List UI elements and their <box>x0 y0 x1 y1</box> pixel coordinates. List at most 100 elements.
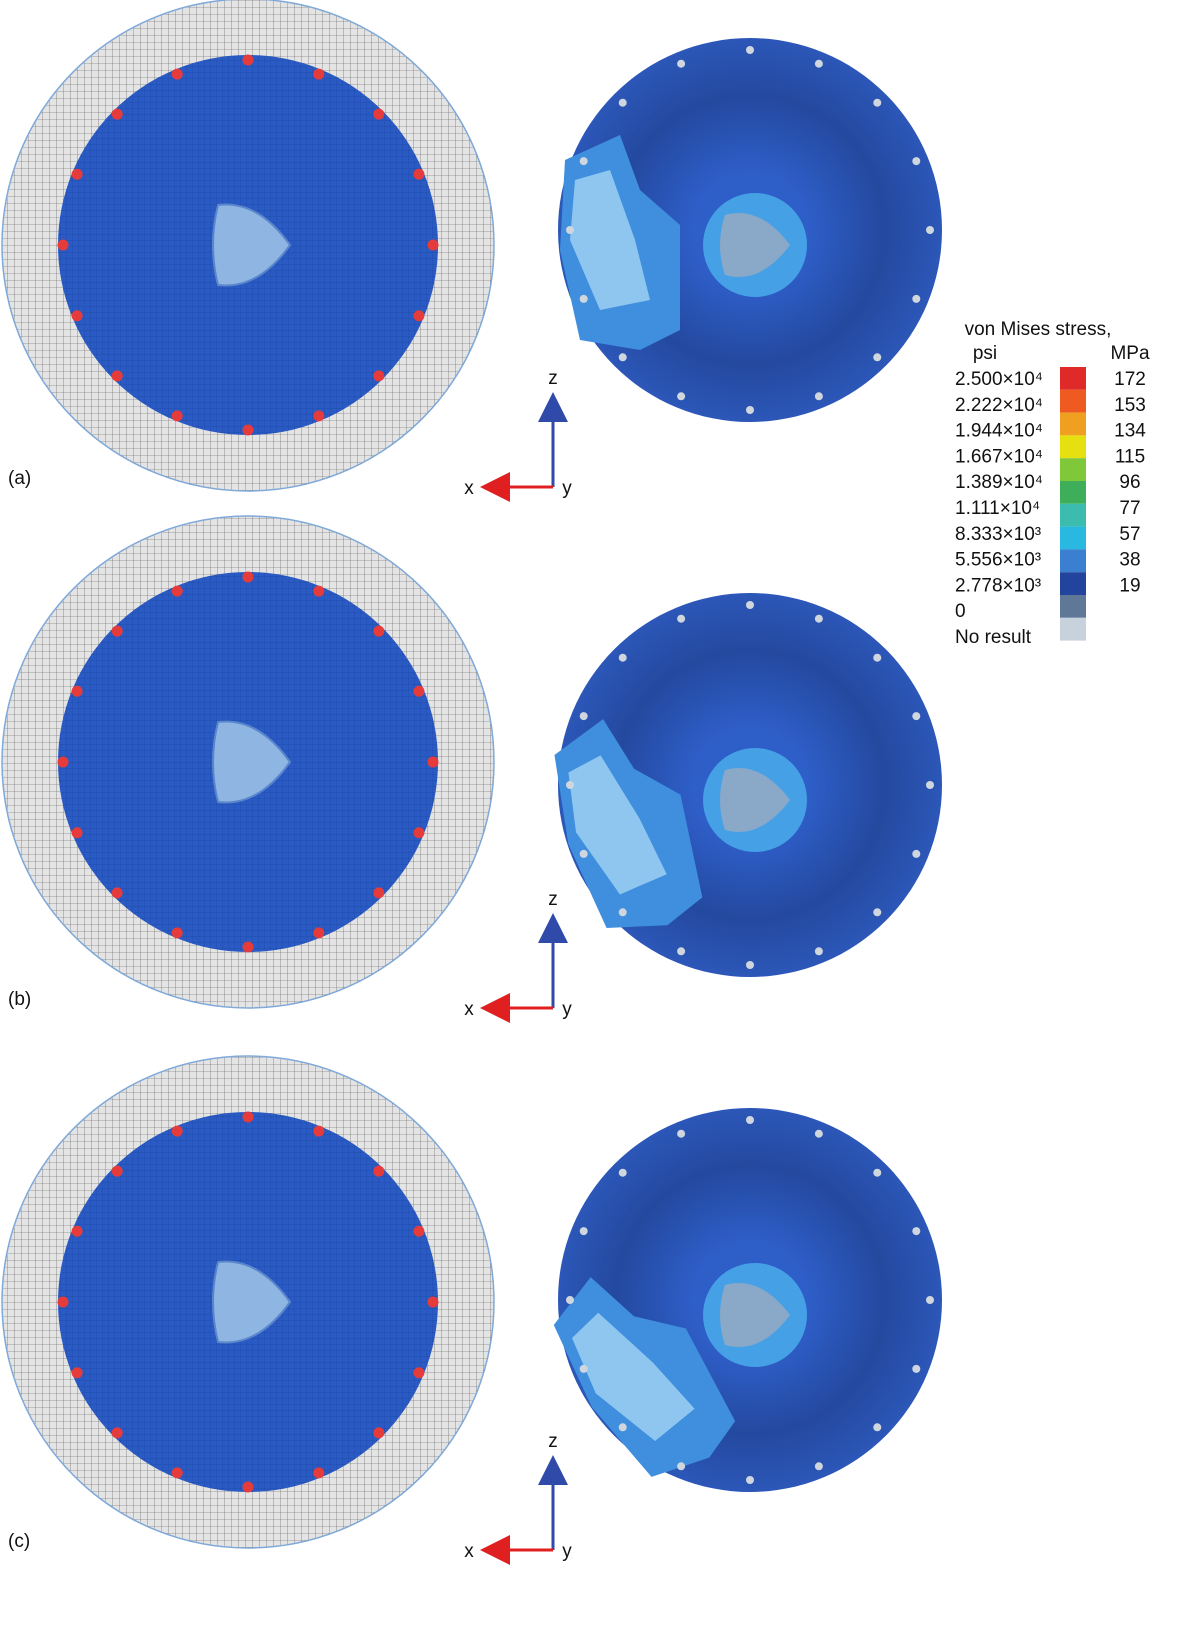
bolt-hole <box>746 1476 754 1484</box>
bolt <box>243 425 254 436</box>
bolt <box>428 757 439 768</box>
bolt <box>72 1367 83 1378</box>
bolt <box>373 626 384 637</box>
bolt <box>413 1226 424 1237</box>
color-bar-segment <box>1060 413 1086 436</box>
bolt-hole <box>580 712 588 720</box>
legend-psi: 1.667×10⁴ <box>955 446 1043 467</box>
color-bar-segment <box>1060 458 1086 481</box>
bolt-hole <box>677 947 685 955</box>
bolt-hole <box>746 46 754 54</box>
color-bar-segment <box>1060 390 1086 413</box>
legend-mpa: 77 <box>1119 498 1140 519</box>
legend-mpa: 153 <box>1114 395 1146 416</box>
axis-label: z <box>548 889 558 910</box>
color-bar-segment <box>1060 481 1086 504</box>
bolt <box>112 370 123 381</box>
bolt-hole <box>580 1227 588 1235</box>
bolt <box>172 69 183 80</box>
legend-psi: 8.333×10³ <box>955 524 1041 545</box>
legend-psi: 0 <box>955 601 966 622</box>
bolt-hole <box>619 908 627 916</box>
bolt <box>243 572 254 583</box>
legend-mpa: 38 <box>1119 550 1140 571</box>
color-bar-segment <box>1060 527 1086 550</box>
bolt-hole <box>746 1116 754 1124</box>
bolt <box>428 240 439 251</box>
bolt <box>313 410 324 421</box>
bolt <box>172 1126 183 1137</box>
bolt-hole <box>926 781 934 789</box>
bolt <box>112 1166 123 1177</box>
bolt <box>313 1126 324 1137</box>
legend-mpa: 115 <box>1115 446 1145 467</box>
bolt <box>112 887 123 898</box>
bolt-hole <box>580 295 588 303</box>
bolt-hole <box>815 392 823 400</box>
bolt-hole <box>912 295 920 303</box>
bolt <box>243 1112 254 1123</box>
bolt <box>243 55 254 66</box>
bolt-hole <box>580 1365 588 1373</box>
bolt <box>172 586 183 597</box>
bolt <box>373 887 384 898</box>
bolt <box>313 586 324 597</box>
bolt-hole <box>619 654 627 662</box>
legend-psi: 1.111×10⁴ <box>955 498 1040 519</box>
bolt <box>413 686 424 697</box>
panel-label: (c) <box>8 1531 30 1552</box>
legend-psi: 2.500×10⁴ <box>955 369 1043 390</box>
bolt <box>112 1427 123 1438</box>
bolt <box>413 827 424 838</box>
bolt <box>243 942 254 953</box>
color-bar-segment <box>1060 572 1086 595</box>
bolt-hole <box>926 226 934 234</box>
legend-title: von Mises stress, <box>965 319 1112 340</box>
legend-mpa: 96 <box>1119 472 1140 493</box>
bolt <box>313 927 324 938</box>
bolt <box>112 626 123 637</box>
bolt-hole <box>815 60 823 68</box>
legend-psi: 2.778×10³ <box>955 575 1041 596</box>
bolt <box>313 69 324 80</box>
axis-label: y <box>562 1541 572 1562</box>
axis-label: x <box>464 478 474 499</box>
bolt <box>72 686 83 697</box>
bolt-hole <box>873 654 881 662</box>
bolt <box>72 827 83 838</box>
bolt-hole <box>873 908 881 916</box>
bolt <box>428 1297 439 1308</box>
bolt <box>373 1427 384 1438</box>
bolt <box>72 169 83 180</box>
bolt <box>413 169 424 180</box>
legend-psi: 5.556×10³ <box>955 550 1041 571</box>
color-bar-segment <box>1060 435 1086 458</box>
figure: zxy(a)zxy(b)zxy(c)von Mises stress,psiMP… <box>0 0 1196 1636</box>
bolt-hole <box>926 1296 934 1304</box>
bolt <box>313 1467 324 1478</box>
axis-label: y <box>562 999 572 1020</box>
legend-psi: 1.944×10⁴ <box>955 421 1043 442</box>
bolt-hole <box>746 601 754 609</box>
bolt <box>243 1482 254 1493</box>
legend-mpa: 19 <box>1119 575 1140 596</box>
legend-psi: 1.389×10⁴ <box>955 472 1043 493</box>
bolt-hole <box>566 781 574 789</box>
legend-psi: 2.222×10⁴ <box>955 395 1043 416</box>
panel: zxy(b) <box>2 516 942 1020</box>
color-bar-segment <box>1060 549 1086 572</box>
bolt-hole <box>677 60 685 68</box>
axis-label: z <box>548 1431 558 1452</box>
bolt <box>172 1467 183 1478</box>
color-bar-segment <box>1060 367 1086 390</box>
bolt-hole <box>580 157 588 165</box>
legend-mpa: 172 <box>1114 369 1146 390</box>
bolt-hole <box>746 406 754 414</box>
bolt <box>72 1226 83 1237</box>
bolt-hole <box>912 1365 920 1373</box>
bolt-hole <box>619 1169 627 1177</box>
bolt <box>72 310 83 321</box>
bolt-hole <box>619 353 627 361</box>
